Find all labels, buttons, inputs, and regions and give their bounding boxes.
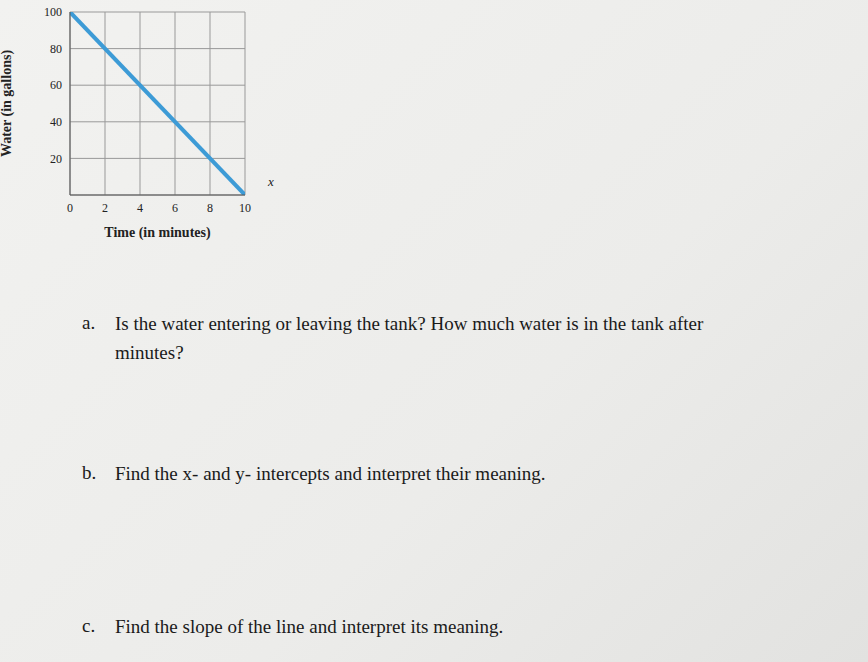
svg-text:8: 8 xyxy=(207,201,213,215)
svg-text:10: 10 xyxy=(239,201,251,215)
svg-text:100: 100 xyxy=(44,5,62,19)
html-text:a.: a. xyxy=(82,312,96,333)
html-text:Find the slope of the line and: Find the slope of the line and interpret… xyxy=(115,616,504,637)
svg-text:2: 2 xyxy=(102,201,108,215)
svg-text:4: 4 xyxy=(137,201,143,215)
svg-text:40: 40 xyxy=(50,115,62,129)
svg-text:Water (in gallons): Water (in gallons) xyxy=(8,50,15,157)
html-text:Find the x- and y- intercepts: Find the x- and y- intercepts and interp… xyxy=(115,463,546,484)
html-text:b.: b. xyxy=(82,462,97,483)
html-text:minutes?: minutes? xyxy=(115,342,184,363)
svg-text:60: 60 xyxy=(50,78,62,92)
svg-text:0: 0 xyxy=(67,201,73,215)
html-text:x: x xyxy=(268,174,274,189)
html-text:Is the water entering or leavi: Is the water entering or leaving the tan… xyxy=(115,313,704,334)
svg-text:6: 6 xyxy=(172,201,178,215)
svg-text:Time (in minutes): Time (in minutes) xyxy=(104,225,211,241)
html-text:c.: c. xyxy=(82,615,96,636)
svg-text:20: 20 xyxy=(50,152,62,166)
svg-text:80: 80 xyxy=(50,42,62,56)
